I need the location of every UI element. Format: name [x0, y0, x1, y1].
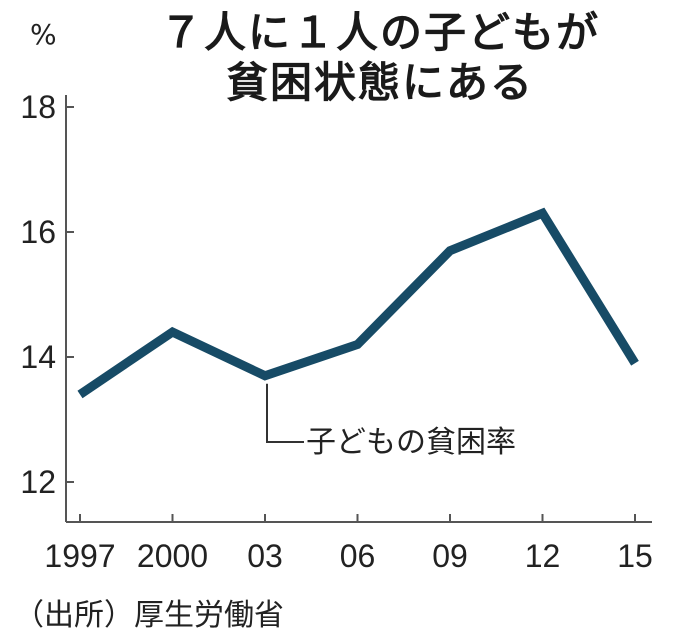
x-tick-label: 03 — [247, 538, 283, 574]
series-label: 子どもの貧困率 — [306, 425, 516, 460]
x-tick-label: 12 — [525, 538, 561, 574]
x-tick-label: 2000 — [137, 538, 208, 574]
axes — [65, 95, 652, 523]
x-tick-label: 09 — [432, 538, 468, 574]
y-tick-label: 12 — [20, 464, 56, 500]
y-tick-label: 14 — [20, 339, 56, 375]
x-tick-label: 1997 — [44, 538, 115, 574]
y-tick-label: 18 — [20, 89, 56, 125]
series-line — [77, 207, 639, 399]
chart-title-line-2: 貧困状態にある — [225, 58, 534, 107]
annotation-leader-line — [266, 383, 304, 443]
series — [77, 207, 639, 399]
ticks: 12 14 16 18 1997 2000 03 06 09 12 15 — [20, 89, 652, 574]
source-note: （出所）厚生労働省 — [14, 598, 284, 633]
series-annotation: 子どもの貧困率 — [266, 383, 516, 460]
x-tick-label: 06 — [340, 538, 376, 574]
chart-title-line-1: ７人に１人の子どもが — [159, 8, 600, 57]
y-tick-label: 16 — [20, 214, 56, 250]
y-axis-unit: % — [30, 18, 57, 51]
x-tick-label: 15 — [617, 538, 653, 574]
